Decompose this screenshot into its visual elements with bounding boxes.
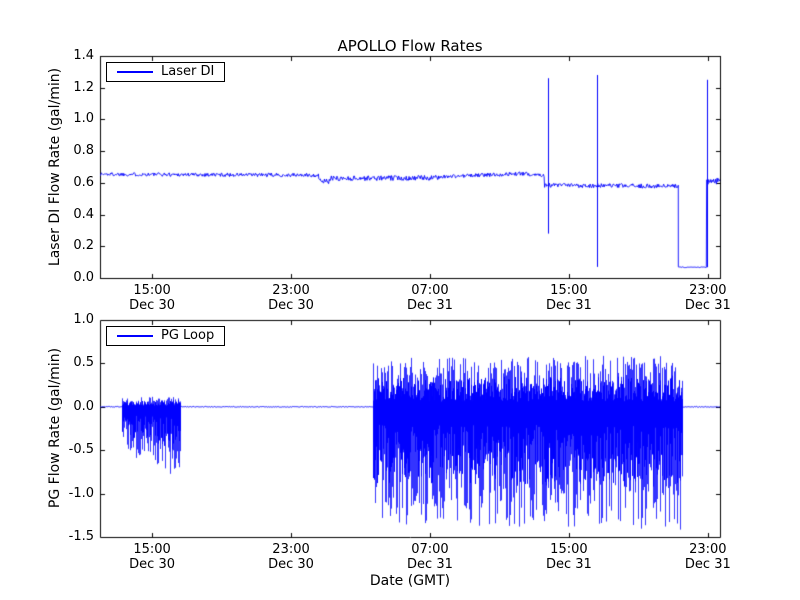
x-tick-label: 07:00 Dec 31	[407, 542, 453, 572]
y-tick-label: 0.6	[73, 174, 94, 190]
legend-label-pg-loop: PG Loop	[161, 328, 215, 343]
y-tick-label: 1.4	[73, 48, 94, 63]
y-tick-label: 0.0	[73, 270, 94, 285]
legend-label-laser-di: Laser DI	[161, 64, 215, 79]
chart-title: APOLLO Flow Rates	[337, 37, 483, 55]
x-tick-label: 15:00 Dec 31	[545, 283, 592, 313]
y-tick-label: 0.4	[73, 206, 94, 222]
y-tick-label: 0.2	[73, 238, 94, 254]
y-tick-label: 1.2	[73, 79, 94, 95]
y-tick-label: 0.0	[73, 398, 94, 414]
legend-pg-loop: PG Loop	[106, 326, 226, 346]
legend-line-sample-icon	[117, 335, 153, 337]
y-tick-label: 0.5	[73, 355, 94, 371]
x-tick-label: 07:00 Dec 31	[407, 283, 453, 313]
y-tick-label: 1.0	[73, 111, 94, 127]
x-tick-label: 15:00 Dec 31	[545, 542, 592, 572]
x-tick-label: 15:00 Dec 30	[129, 283, 176, 313]
legend-laser-di: Laser DI	[106, 62, 226, 82]
y-tick-label: -0.5	[68, 442, 94, 458]
x-tick-label: 15:00 Dec 30	[129, 542, 176, 572]
y-tick-label: 0.8	[73, 143, 94, 159]
x-tick-label: 23:00 Dec 30	[268, 542, 314, 572]
legend-line-sample-icon	[117, 71, 153, 73]
x-axis-label: Date (GMT)	[369, 573, 451, 589]
x-tick-label: 23:00 Dec 31	[684, 542, 731, 572]
y-tick-label: -1.0	[68, 485, 94, 501]
y-tick-label: -1.5	[68, 529, 94, 544]
x-tick-label: 23:00 Dec 31	[684, 283, 731, 313]
x-tick-label: 23:00 Dec 30	[268, 283, 314, 313]
y-tick-label: 1.0	[73, 312, 94, 327]
